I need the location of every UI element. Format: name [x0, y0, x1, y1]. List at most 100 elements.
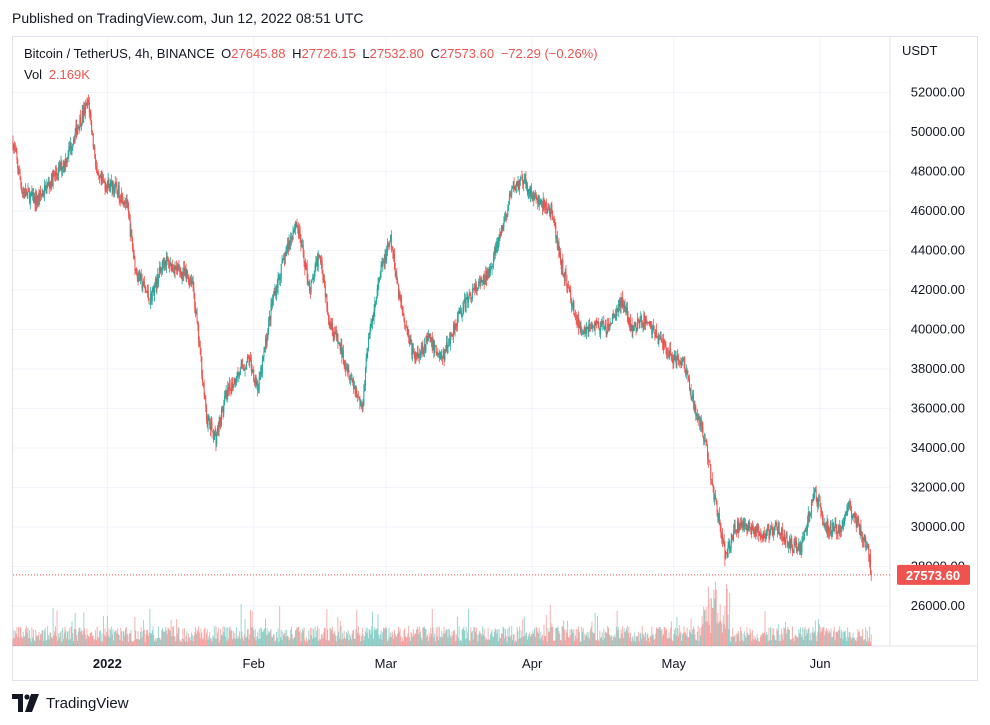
volume-bar — [117, 628, 119, 646]
candle-body — [734, 523, 736, 531]
candle-body — [664, 343, 666, 345]
volume-bar — [58, 637, 60, 646]
volume-bar — [219, 639, 221, 646]
volume-bar — [565, 629, 567, 646]
candle-body — [524, 177, 526, 180]
candle-body — [322, 273, 324, 281]
candle-body — [303, 254, 305, 263]
candle-body — [661, 340, 663, 342]
volume-bar — [256, 636, 258, 646]
volume-bar — [322, 638, 324, 646]
volume-bar — [516, 626, 518, 646]
volume-bar — [755, 640, 757, 646]
candle-body — [346, 367, 348, 370]
volume-bar — [818, 619, 820, 646]
volume-bar — [97, 637, 99, 646]
candle-body — [632, 327, 634, 333]
volume-bar — [285, 636, 287, 646]
candle-body — [747, 530, 749, 532]
volume-bar — [661, 629, 663, 646]
candle-body — [444, 349, 446, 360]
candle-body — [188, 279, 190, 284]
volume-bar — [206, 629, 208, 646]
candle-body — [832, 522, 834, 535]
volume-bar — [243, 634, 245, 646]
volume-bar — [95, 629, 97, 646]
volume-bar — [228, 628, 230, 646]
candle-body — [684, 361, 686, 369]
volume-bar — [772, 635, 774, 646]
candle-body — [608, 326, 610, 331]
volume-bar — [270, 628, 272, 646]
candle-body — [20, 178, 22, 185]
volume-bar — [431, 608, 433, 646]
candle-body — [802, 537, 804, 542]
candle-body — [234, 378, 236, 385]
volume-bar — [461, 629, 463, 646]
volume-bar — [155, 640, 157, 646]
candle-body — [851, 517, 853, 518]
volume-bar — [372, 639, 374, 646]
volume-bar — [510, 635, 512, 646]
candle-body — [781, 528, 783, 540]
volume-bar — [51, 636, 53, 646]
candle-body — [461, 314, 463, 316]
candle-body — [804, 530, 806, 532]
volume-bar — [351, 633, 353, 646]
candle-body — [398, 293, 400, 297]
volume-bar — [71, 621, 73, 646]
volume-bar — [34, 641, 36, 646]
candle-body — [667, 354, 669, 358]
volume-bar — [599, 630, 601, 646]
candle-body — [340, 344, 342, 352]
candle-body — [277, 277, 279, 289]
volume-bar — [783, 627, 785, 646]
candle-body — [100, 175, 102, 181]
candle-body — [365, 357, 367, 368]
candle-body — [708, 461, 710, 462]
volume-bar — [134, 616, 136, 646]
volume-bar — [410, 632, 412, 646]
volume-bar — [766, 634, 768, 646]
candle-body — [268, 320, 270, 329]
candle-body — [400, 298, 402, 302]
candle-body — [225, 390, 227, 396]
volume-bar — [423, 626, 425, 646]
candle-body — [77, 126, 79, 129]
candle-body — [773, 527, 775, 530]
candle-body — [577, 317, 579, 323]
candle-body — [700, 419, 702, 427]
volume-bar — [543, 624, 545, 646]
volume-bar — [286, 629, 288, 646]
volume-bar — [15, 633, 17, 646]
volume-bar — [419, 626, 421, 646]
volume-bar — [735, 641, 737, 646]
candle-body — [547, 206, 549, 209]
volume-bar — [552, 640, 554, 646]
volume-bar — [677, 628, 679, 646]
candle-body — [308, 282, 310, 283]
volume-bar — [443, 626, 445, 646]
candle-body — [849, 502, 851, 505]
volume-bar — [203, 628, 205, 646]
volume-bar — [188, 637, 190, 646]
candle-body — [498, 235, 500, 244]
candle-body — [635, 323, 637, 331]
volume-bar — [386, 628, 388, 646]
candle-body — [50, 182, 52, 188]
volume-bar — [503, 627, 505, 646]
volume-bar — [14, 638, 16, 646]
candle-body — [671, 355, 673, 359]
volume-bar — [670, 627, 672, 646]
tradingview-branding[interactable]: TradingView — [12, 694, 129, 712]
candle-body — [118, 185, 120, 200]
volume-bar — [689, 632, 691, 646]
volume-bar — [851, 637, 853, 646]
candle-body — [559, 251, 561, 263]
candle-body — [449, 333, 451, 345]
volume-bar — [33, 640, 35, 646]
candle-body — [102, 180, 104, 182]
candle-body — [215, 433, 217, 445]
candle-body — [305, 264, 307, 266]
